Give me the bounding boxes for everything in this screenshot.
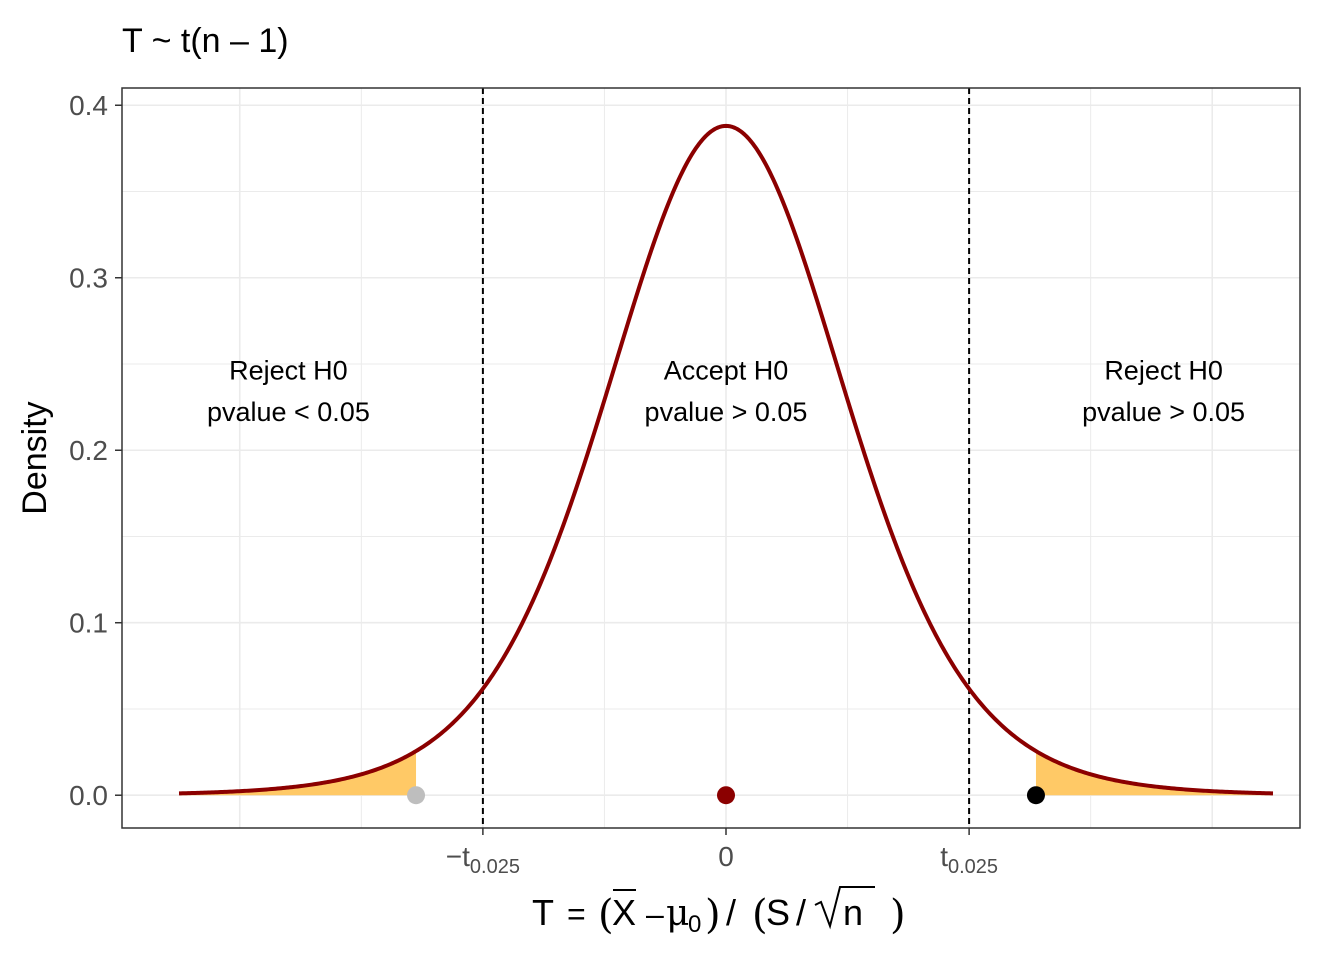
annotation-5: pvalue > 0.05 bbox=[1082, 397, 1245, 427]
svg-text:μ: μ bbox=[666, 893, 689, 934]
shaded-tails bbox=[179, 751, 1273, 796]
svg-text:/: / bbox=[796, 892, 806, 933]
y-tick-label: 0.1 bbox=[69, 608, 108, 639]
x-tick-label: −t0.025 bbox=[446, 841, 520, 878]
y-tick-label: 0.4 bbox=[69, 90, 108, 121]
x-tick-label: t0.025 bbox=[940, 841, 998, 878]
chart-title: T ~ t(n – 1) bbox=[122, 22, 289, 60]
statistic-point-2 bbox=[1026, 786, 1045, 805]
svg-text:X: X bbox=[612, 892, 636, 933]
shaded-tail-left bbox=[179, 751, 417, 796]
annotation-1: pvalue < 0.05 bbox=[207, 397, 370, 427]
y-axis-title: Density bbox=[16, 401, 54, 514]
svg-text:): ) bbox=[890, 892, 906, 938]
y-tick-label: 0.3 bbox=[69, 263, 108, 294]
shaded-tail-right bbox=[1035, 751, 1273, 796]
x-tick-label: 0 bbox=[718, 841, 734, 872]
svg-text:): ) bbox=[705, 892, 721, 938]
x-axis-title: T = ( X – μ 0 ) / ( S / n ) bbox=[532, 886, 906, 938]
svg-text:T: T bbox=[532, 892, 554, 933]
statistic-point-0 bbox=[407, 786, 426, 805]
svg-text:=: = bbox=[567, 896, 586, 932]
svg-text:/: / bbox=[726, 892, 736, 933]
statistic-point-1 bbox=[717, 786, 735, 805]
svg-text:n: n bbox=[843, 892, 863, 933]
density-curve bbox=[178, 123, 1274, 796]
svg-text:(: ( bbox=[752, 892, 768, 938]
plot-panel bbox=[122, 88, 1300, 828]
plot-border bbox=[121, 87, 1301, 829]
svg-text:S: S bbox=[766, 892, 790, 933]
y-tick-label: 0.0 bbox=[69, 780, 108, 811]
grid-lines bbox=[122, 88, 1300, 828]
annotation-3: pvalue > 0.05 bbox=[645, 397, 808, 427]
annotation-0: Reject H0 bbox=[229, 356, 348, 386]
svg-text:(: ( bbox=[598, 892, 614, 938]
y-axis-ticks: 0.0 0.1 0.2 0.3 0.4 bbox=[69, 90, 122, 811]
density-line bbox=[178, 123, 1274, 796]
test-statistic-points bbox=[407, 786, 1045, 805]
critical-value-lines bbox=[481, 88, 971, 828]
x-axis-ticks: −t0.025 0 t0.025 bbox=[446, 828, 998, 878]
annotation-4: Reject H0 bbox=[1104, 356, 1223, 386]
y-tick-label: 0.2 bbox=[69, 435, 108, 466]
svg-text:0: 0 bbox=[688, 911, 701, 938]
region-annotations: Reject H0 pvalue < 0.05 Accept H0 pvalue > … bbox=[207, 356, 1245, 427]
svg-text:–: – bbox=[646, 896, 664, 932]
annotation-2: Accept H0 bbox=[664, 356, 789, 386]
